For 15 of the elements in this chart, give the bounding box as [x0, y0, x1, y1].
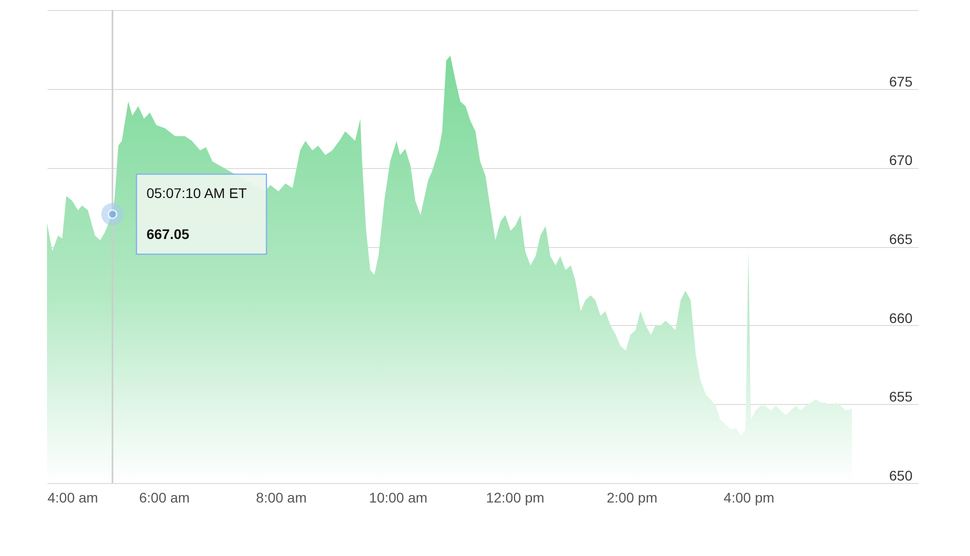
x-tick-label: 10:00 am	[369, 490, 428, 506]
x-tick-label: 8:00 am	[256, 490, 307, 506]
y-tick-label: 665	[889, 231, 913, 247]
y-tick-label: 675	[889, 73, 913, 90]
x-tick-label: 12:00 pm	[486, 490, 544, 506]
annotation: 05:07:10 AM ET	[146, 185, 248, 202]
y-tick-label: 670	[889, 152, 913, 168]
x-tick-label: 4:00 pm	[724, 490, 774, 506]
y-tick-label: 650	[889, 468, 913, 484]
x-tick-label: 4:00 am	[48, 490, 98, 506]
y-tick-label: 660	[889, 310, 913, 326]
x-tick-label: 6:00 am	[139, 490, 190, 506]
x-tick-label: 2:00 pm	[606, 490, 658, 506]
annotation: 667.05	[146, 226, 190, 242]
y-tick-label: 655	[889, 388, 913, 405]
